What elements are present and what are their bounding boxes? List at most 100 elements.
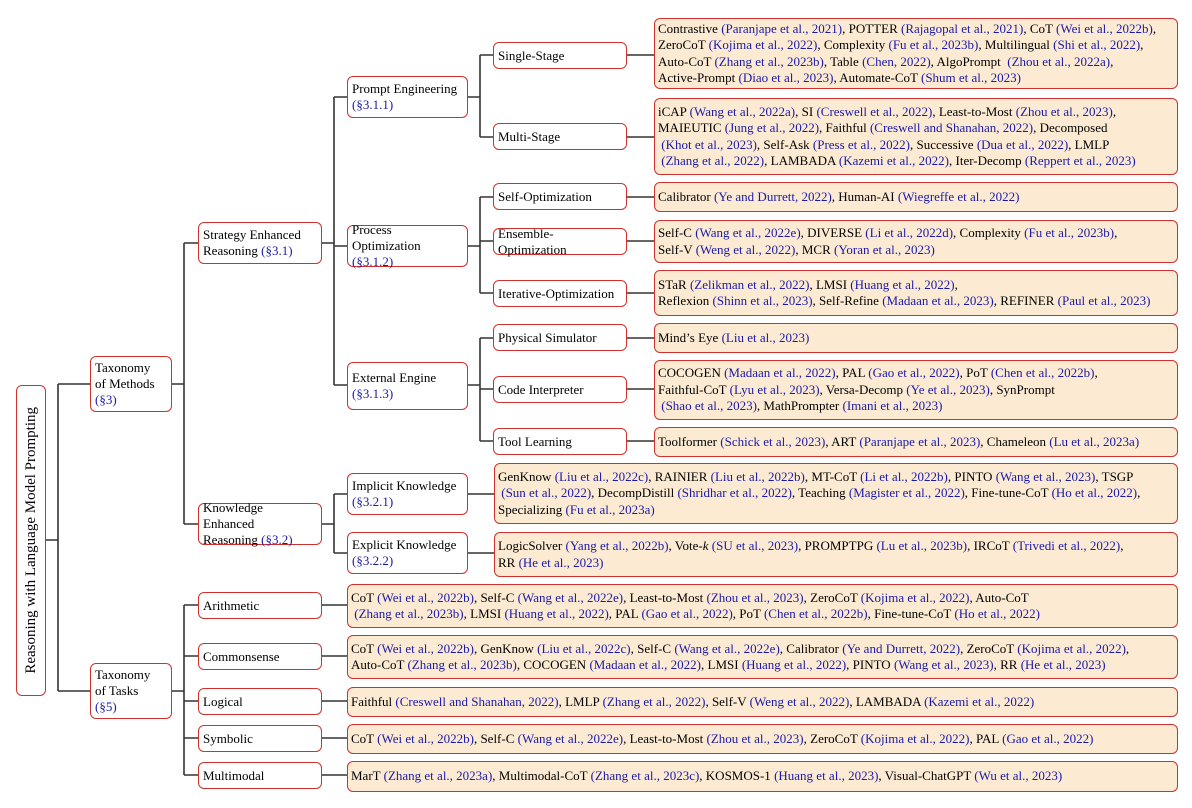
citation-link[interactable]: (Chen et al., 2022b) [763,606,868,621]
citation-link[interactable]: (Zhou et al., 2022a) [1007,53,1111,69]
citation-link[interactable]: (Dua et al., 2022) [976,136,1069,152]
citation-link[interactable]: (Lu et al., 2023a) [1049,433,1140,449]
citation-link[interactable]: (Wang et al., 2022e) [695,225,801,240]
citation-link[interactable]: (Zhou et al., 2023) [706,589,804,605]
citation-link[interactable]: (Wang et al., 2022a) [689,103,796,119]
citation-link[interactable]: (Shum et al., 2023) [920,70,1021,85]
citation-link[interactable]: (Zhang et al., 2023b) [354,606,464,621]
citation-link[interactable]: (Liu et al., 2022b) [710,468,805,484]
citation-link[interactable]: (Zhang et al., 2022) [602,693,706,709]
citation-link[interactable]: (Kazemi et al., 2022) [924,693,1035,709]
citation-link[interactable]: (Kojima et al., 2022) [1017,640,1126,656]
citation-link[interactable]: (Ye et al., 2023) [906,381,990,397]
citation-link[interactable]: (Huang et al., 2022) [850,276,955,292]
citation-link[interactable]: (Wiegreffe et al., 2022) [897,188,1020,204]
citation-link[interactable]: (Weng et al., 2022) [695,241,796,257]
citation-link[interactable]: (Wang et al., 2023) [893,657,994,672]
citation-link[interactable]: (Kojima et al., 2022) [708,37,818,52]
citation-link[interactable]: (Wang et al., 2022e) [674,640,780,656]
citation-link[interactable]: (Fu et al., 2023b) [888,37,979,52]
citation-link[interactable]: (Wei et al., 2022b) [1056,20,1153,36]
citation-link[interactable]: (Zhang et al., 2023c) [590,768,700,784]
citation-link[interactable]: (Wang et al., 2022e) [517,589,624,605]
citation-link[interactable]: (Shi et al., 2022) [1053,37,1141,52]
section-ref-link[interactable]: (§3.1.1) [352,97,394,112]
citation-link[interactable]: (Kojima et al., 2022) [860,589,970,605]
citation-link[interactable]: (Paranjape et al., 2021) [721,20,843,36]
citation-link[interactable]: (SU et al., 2023) [711,538,799,553]
citation-link[interactable]: (Wu et al., 2023) [974,768,1063,784]
citation-link[interactable]: (Madaan et al., 2022) [724,365,836,381]
citation-link[interactable]: (Huang et al., 2022) [504,606,609,621]
citation-link[interactable]: (Zelikman et al., 2022) [689,276,810,292]
citation-link[interactable]: (Creswell and Shanahan, 2022) [395,693,559,709]
section-ref-link[interactable]: (§3.1.3) [352,386,394,401]
citation-link[interactable]: (Chen et al., 2022b) [990,365,1095,381]
citation-link[interactable]: (Zhou et al., 2023) [706,730,804,746]
citation-link[interactable]: (Lu et al., 2023b) [876,538,968,553]
citation-link[interactable]: (Wei et al., 2022b) [377,589,474,605]
citation-link[interactable]: (Shridhar et al., 2022) [677,485,792,501]
citation-link[interactable]: (Ye and Durrett, 2022) [842,640,961,656]
citation-link[interactable]: (Huang et al., 2022) [741,657,847,672]
citation-link[interactable]: (Huang et al., 2023) [774,768,879,784]
section-ref-link[interactable]: (§3.1.2) [352,254,394,269]
citation-link[interactable]: (Zhou et al., 2023) [1015,103,1113,119]
citation-link[interactable]: (Gao et al., 2022) [1002,730,1094,746]
citation-link[interactable]: (Paul et al., 2023) [1057,293,1151,308]
citation-link[interactable]: (Jung et al., 2022) [724,120,820,135]
citation-link[interactable]: (Yang et al., 2022b) [565,538,669,553]
citation-link[interactable]: (Reppert et al., 2023) [1024,153,1136,168]
citation-link[interactable]: (Press et al., 2022) [812,136,911,152]
citation-link[interactable]: (Zhang et al., 2023a) [383,768,493,784]
citation-link[interactable]: (Creswell and Shanahan, 2022) [869,120,1034,135]
section-ref-link[interactable]: (§3.1) [261,243,293,258]
citation-link[interactable]: (Zhang et al., 2023b) [407,657,517,672]
citation-link[interactable]: (Liu et al., 2022c) [554,468,649,484]
citation-link[interactable]: (Ye and Durrett, 2022) [713,188,832,204]
citation-link[interactable]: (Wei et al., 2022b) [377,730,474,746]
citation-link[interactable]: (Madaan et al., 2022) [589,657,701,672]
citation-link[interactable]: (Creswell et al., 2022) [816,103,933,119]
citation-link[interactable]: (Zhang et al., 2022) [661,153,765,168]
citation-link[interactable]: (Kojima et al., 2022) [860,730,970,746]
section-ref-link[interactable]: (§3) [95,392,117,407]
citation-link[interactable]: (Wang et al., 2022e) [517,730,624,746]
citation-link[interactable]: (Magister et al., 2022) [848,485,965,501]
citation-link[interactable]: (Gao et al., 2022) [641,606,733,621]
citation-link[interactable]: (Schick et al., 2023) [720,433,826,449]
citation-link[interactable]: (Imani et al., 2023) [842,398,943,414]
section-ref-link[interactable]: (§5) [95,699,117,714]
citation-link[interactable]: (Fu et al., 2023b) [1024,225,1115,240]
citation-link[interactable]: (Ho et al., 2022) [1051,485,1138,501]
citation-link[interactable]: (Lyu et al., 2023) [729,381,820,397]
citation-link[interactable]: (Weng et al., 2022) [749,693,850,709]
citation-link[interactable]: (Li et al., 2022d) [865,225,954,240]
citation-link[interactable]: (Chen, 2022) [862,53,931,69]
citation-link[interactable]: (Madaan et al., 2023) [882,293,994,308]
citation-link[interactable]: (Shinn et al., 2023) [712,293,813,308]
citation-link[interactable]: (Kazemi et al., 2022) [838,153,949,168]
citation-link[interactable]: (Paranjape et al., 2023) [859,433,981,449]
citation-link[interactable]: (He et al., 2023) [1020,657,1106,672]
citation-link[interactable]: (Diao et al., 2023) [738,70,834,85]
citation-link[interactable]: (Yoran et al., 2023) [834,241,935,257]
citation-link[interactable]: (Li et al., 2022b) [860,468,948,484]
citation-link[interactable]: (Wei et al., 2022b) [377,640,474,656]
citation-link[interactable]: (Fu et al., 2023a) [565,501,655,517]
citation-link[interactable]: (Ho et al., 2022) [954,606,1040,621]
citation-link[interactable]: (Rajagopal et al., 2021) [901,20,1024,36]
citation-link[interactable]: (Liu et al., 2023) [721,329,810,345]
citation-link[interactable]: (Liu et al., 2022c) [537,640,631,656]
section-ref-link[interactable]: (§3.2) [261,532,293,547]
section-ref-link[interactable]: (§3.2.2) [352,553,394,568]
citation-link[interactable]: (Wang et al., 2023) [995,468,1096,484]
citation-link[interactable]: (Trivedi et al., 2022) [1012,538,1121,553]
citation-link[interactable]: (Shao et al., 2023) [661,398,757,414]
citation-link[interactable]: (Zhang et al., 2023b) [714,53,824,69]
section-ref-link[interactable]: (§3.2.1) [352,494,394,509]
citation-link[interactable]: (Gao et al., 2022) [868,365,960,381]
citation-link[interactable]: (Sun et al., 2022) [501,485,592,501]
citation-link[interactable]: (He et al., 2023) [518,554,604,570]
citation-link[interactable]: (Khot et al., 2023) [661,136,757,152]
